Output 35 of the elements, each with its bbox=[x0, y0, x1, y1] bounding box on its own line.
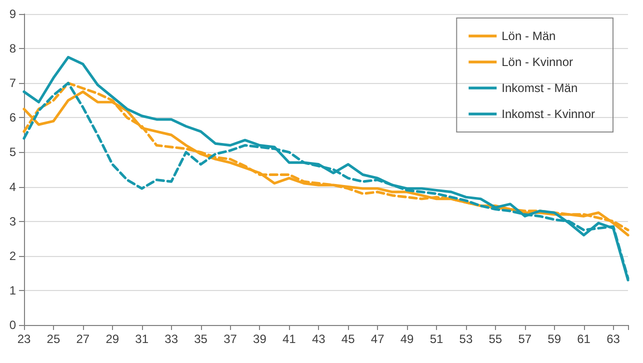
x-tick-label: 59 bbox=[548, 332, 562, 346]
x-tick-label: 43 bbox=[312, 332, 326, 346]
x-tick-label: 31 bbox=[135, 332, 149, 346]
y-tick-label: 9 bbox=[9, 7, 16, 21]
y-tick-label: 1 bbox=[9, 283, 16, 298]
x-tick-label: 33 bbox=[164, 332, 178, 346]
x-tick-label: 53 bbox=[459, 332, 473, 346]
x-tick-label: 37 bbox=[224, 332, 238, 346]
legend-label: Lön - Kvinnor bbox=[502, 55, 574, 69]
y-tick-label: 7 bbox=[9, 76, 16, 90]
y-tick-label: 0 bbox=[9, 318, 16, 332]
x-tick-label: 49 bbox=[400, 332, 414, 346]
y-tick-label: 3 bbox=[9, 214, 16, 228]
y-tick-label: 6 bbox=[9, 110, 16, 125]
legend-label: Inkomst - Kvinnor bbox=[502, 107, 596, 121]
x-tick-label: 51 bbox=[430, 332, 444, 346]
x-tick-label: 47 bbox=[370, 332, 385, 346]
legend-label: Lön - Män bbox=[502, 29, 556, 43]
x-tick-label: 55 bbox=[488, 332, 502, 346]
y-tick-label: 8 bbox=[9, 42, 16, 56]
y-tick-label: 5 bbox=[9, 145, 16, 160]
x-tick-label: 45 bbox=[341, 332, 356, 346]
x-tick-label: 41 bbox=[282, 332, 296, 346]
legend-label: Inkomst - Män bbox=[502, 81, 578, 95]
x-tick-label: 23 bbox=[17, 332, 31, 346]
x-tick-label: 39 bbox=[253, 332, 267, 346]
x-tick-label: 27 bbox=[76, 332, 90, 346]
y-tick-label: 4 bbox=[9, 180, 16, 194]
x-tick-label: 35 bbox=[194, 332, 208, 346]
x-tick-label: 25 bbox=[46, 332, 60, 346]
x-tick-label: 29 bbox=[106, 332, 120, 346]
x-tick-label: 61 bbox=[577, 332, 591, 346]
x-tick-label: 63 bbox=[606, 332, 620, 346]
x-tick-label: 57 bbox=[518, 332, 532, 346]
y-tick-label: 2 bbox=[9, 248, 16, 263]
